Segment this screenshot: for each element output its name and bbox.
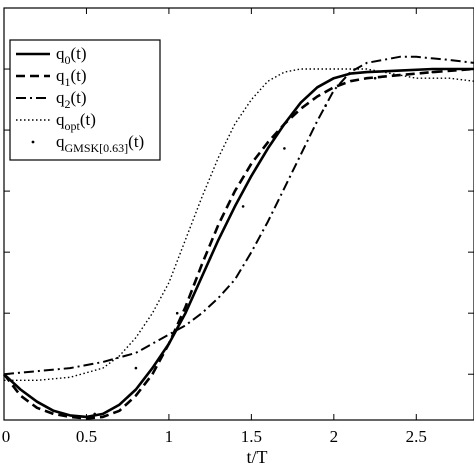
legend-box [9,39,161,161]
x-tick-label-4: 2 [330,427,339,446]
x-tick-label-3: 1.5 [241,427,262,446]
x-tick-label-0: 0 [2,427,11,446]
series-4-point-7 [324,104,327,107]
plot-frame [3,7,474,421]
x-tick-label-5: 2.5 [406,427,427,446]
x-tick-label-1: 0.5 [76,427,97,446]
series-4-point-6 [283,147,286,150]
series-4-point-1 [93,412,96,416]
series-group [2,55,474,420]
series-4-point-2 [134,366,138,370]
legend-label-3: qopt(t) [56,110,96,133]
legend-label-0: q0(t) [56,44,87,67]
legend: q0(t)q1(t)q2(t)qopt(t)qGMSK[0.63](t) [9,39,161,161]
series-1-line [2,67,474,420]
series-4-point-0 [52,409,55,413]
legend-label-4: qGMSK[0.63](t) [56,132,144,155]
series-4-point-4 [208,257,212,260]
series-4-point-9 [431,70,435,74]
x-tick-label-2: 1 [165,427,174,446]
x-axis-label: t/T [247,447,268,467]
series-4-point-8 [373,76,377,80]
series-4-point-5 [241,205,245,208]
legend-swatch-4 [31,140,35,144]
legend-label-1: q1(t) [56,66,87,89]
series-3-line [4,68,474,381]
series-4-point-3 [175,311,179,315]
legend-label-2: q2(t) [56,88,87,111]
tick-group: 0 0.5 1 1.5 2 2.5 [2,8,474,446]
series-2-line [3,55,474,376]
